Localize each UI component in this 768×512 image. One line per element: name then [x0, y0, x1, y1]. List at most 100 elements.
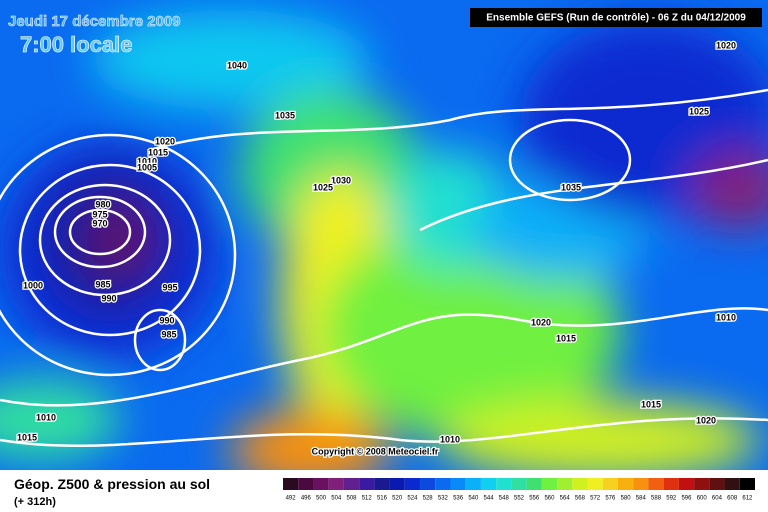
scale-swatch	[694, 478, 710, 490]
scale-swatch	[617, 478, 634, 490]
scale-swatch	[298, 478, 314, 490]
scale-label: 528	[423, 496, 434, 502]
scale-label: 544	[484, 496, 495, 502]
scale-swatch	[526, 478, 542, 490]
scale-label: 612	[742, 496, 753, 502]
isobar-label: 1020	[155, 136, 175, 146]
isobar-label: 1025	[689, 106, 709, 116]
scale-label: 600	[697, 496, 708, 502]
map	[0, 0, 768, 490]
isobar-label: 1015	[17, 432, 37, 442]
scale-label: 568	[575, 496, 586, 502]
scale-swatch	[541, 478, 558, 490]
run-box	[470, 8, 762, 27]
isobar-label: 1020	[716, 40, 736, 50]
scale-swatch	[709, 478, 725, 490]
scale-swatch	[283, 478, 299, 490]
date: Jeudi 17 décembre 2009	[8, 13, 181, 30]
scale-swatch	[389, 478, 405, 490]
scale-swatch	[343, 478, 360, 490]
scale-label: 604	[712, 496, 723, 502]
scale-swatch	[587, 478, 603, 490]
isobar-label: 1030	[331, 175, 351, 185]
scale-swatch	[724, 478, 740, 490]
scale-label: 556	[529, 496, 540, 502]
scale-swatch	[420, 478, 436, 490]
scale-swatch	[648, 478, 664, 490]
lead-time: (+ 312h)	[14, 496, 56, 508]
run-info: Ensemble GEFS (Run de contrôle) - 06 Z d…	[486, 13, 746, 24]
scale-swatch	[496, 478, 512, 490]
isobar-label: 1020	[531, 317, 551, 327]
scale-swatch	[572, 478, 588, 490]
scale-swatch	[359, 478, 375, 490]
isobar-label: 1040	[227, 60, 247, 70]
scale-label: 500	[316, 496, 327, 502]
isobar-label: 975	[92, 209, 107, 219]
scale-swatch	[435, 478, 451, 490]
isobar-label: 1010	[137, 156, 157, 166]
scale-label: 572	[590, 496, 601, 502]
isobar-label: 1015	[148, 147, 168, 157]
isobar-label: 1015	[641, 399, 661, 409]
isobar-label: 995	[162, 282, 177, 292]
isobar-label: 1025	[313, 182, 333, 192]
scale-swatch	[557, 478, 573, 490]
scale-label: 540	[468, 496, 479, 502]
scale-label: 576	[605, 496, 616, 502]
scale-swatch	[480, 478, 497, 490]
scale-swatch	[450, 478, 466, 490]
scale-label: 548	[499, 496, 510, 502]
scale-swatch	[404, 478, 421, 490]
isobar-label: 1010	[36, 412, 56, 422]
scale-label: 492	[286, 496, 297, 502]
isobar-label: 1010	[716, 312, 736, 322]
isobar-label: 1035	[561, 182, 581, 192]
local-time: 7:00 locale	[20, 32, 133, 57]
scale-swatch	[739, 478, 755, 490]
isobar-label: 990	[101, 293, 116, 303]
scale-swatch	[374, 478, 390, 490]
scale-label: 512	[362, 496, 373, 502]
scale-swatch	[633, 478, 649, 490]
legend-title: Géop. Z500 & pression au sol	[14, 476, 210, 492]
scale-label: 580	[621, 496, 632, 502]
scale-label: 508	[347, 496, 358, 502]
scale-label: 608	[727, 496, 738, 502]
scale-label: 588	[651, 496, 662, 502]
isobar-label: 1000	[23, 280, 43, 290]
scale-label: 496	[301, 496, 312, 502]
scale-swatch	[663, 478, 679, 490]
isobar-label: 970	[92, 218, 107, 228]
scale-label: 520	[392, 496, 403, 502]
scale-swatch	[602, 478, 618, 490]
isobar-label: 1035	[275, 110, 295, 120]
isobar-label: 1005	[137, 162, 157, 172]
scale-label: 560	[544, 496, 555, 502]
isobar-label: 985	[161, 329, 176, 339]
scale-label: 524	[407, 496, 418, 502]
scale-label: 552	[514, 496, 525, 502]
scale-label: 592	[666, 496, 677, 502]
isobar-label: 985	[95, 279, 110, 289]
scale-label: 536	[453, 496, 464, 502]
scale-swatch	[465, 478, 481, 490]
isobar-label: 1020	[696, 415, 716, 425]
scale-label: 564	[560, 496, 571, 502]
isobar-label: 990	[159, 315, 174, 325]
scale-swatch	[678, 478, 695, 490]
scale-label: 584	[636, 496, 647, 502]
scale-label: 504	[331, 496, 342, 502]
copyright: Copyright © 2008 Meteociel.fr	[312, 446, 439, 456]
scale-label: 596	[681, 496, 692, 502]
isobar-label: 1010	[440, 434, 460, 444]
scale-swatch	[511, 478, 527, 490]
isobar-label: 980	[95, 199, 110, 209]
scale-label: 532	[438, 496, 449, 502]
isobar-label: 1015	[556, 333, 576, 343]
scale-label: 516	[377, 496, 388, 502]
scale-swatch	[328, 478, 344, 490]
scale-swatch	[313, 478, 329, 490]
